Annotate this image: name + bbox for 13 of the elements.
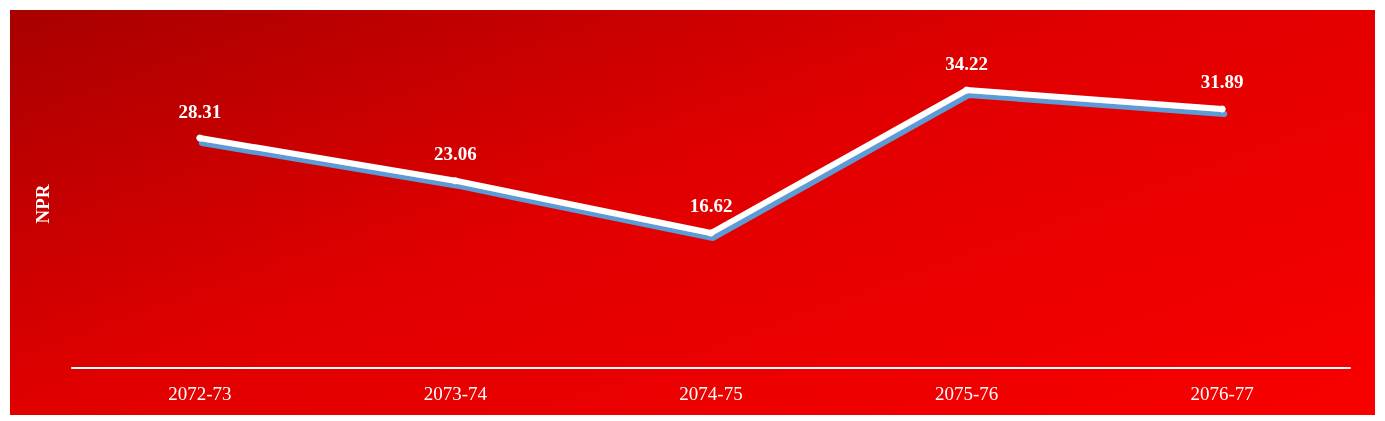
x-tick-label: 2072-73 [168,383,232,404]
data-label: 31.89 [1200,71,1244,93]
data-label: 23.06 [434,143,477,165]
point [1218,105,1226,113]
data-label: 16.62 [689,195,733,217]
x-tick-label: 2074-75 [679,383,743,404]
x-tick-label: 2073-74 [423,383,488,404]
point [196,134,204,142]
y-axis-title: NPR [32,184,53,224]
data-label: 28.31 [178,100,222,122]
x-tick-label: 2076-77 [1190,383,1254,404]
data-label: 34.22 [945,52,988,74]
x-tick-label: 2075-76 [934,383,999,404]
